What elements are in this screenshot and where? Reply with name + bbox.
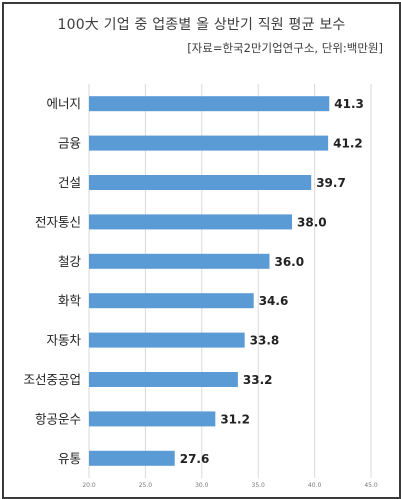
bar (89, 214, 293, 230)
category-label: 화학 (58, 293, 82, 308)
x-tick-label: 30.0 (195, 482, 209, 489)
category-label: 건설 (58, 175, 81, 190)
value-label: 39.7 (316, 176, 346, 190)
category-label: 전자통신 (35, 214, 81, 229)
value-label: 38.0 (297, 215, 327, 229)
category-label: 조선중공업 (23, 372, 81, 387)
value-label: 41.3 (334, 97, 364, 111)
value-label: 31.2 (220, 412, 250, 426)
bar (89, 253, 270, 269)
bar (89, 450, 175, 466)
chart-title: 100大 기업 중 업종별 올 상반기 직원 평균 보수 (57, 17, 346, 33)
x-tick-label: 20.0 (82, 482, 96, 489)
value-label: 41.2 (333, 137, 363, 151)
bar-layer (89, 96, 330, 466)
category-label: 자동차 (46, 333, 81, 348)
bar (89, 411, 216, 427)
bar (89, 372, 238, 387)
category-label: 에너지 (46, 96, 81, 111)
bar (89, 332, 245, 348)
value-label: 33.8 (250, 334, 280, 348)
bar (89, 293, 254, 309)
value-label: 33.2 (243, 373, 273, 387)
x-tick-label: 45.0 (364, 482, 378, 489)
bar (89, 135, 329, 151)
x-tick-label: 25.0 (139, 482, 153, 489)
category-label: 철강 (58, 254, 82, 269)
category-label: 유통 (58, 451, 81, 466)
chart-subtitle: [자료=한국2만기업연구소, 단위:백만원] (187, 41, 383, 55)
x-tick-label: 35.0 (252, 482, 266, 489)
category-label: 금융 (58, 136, 81, 151)
value-label: 36.0 (274, 255, 304, 269)
value-label: 27.6 (180, 452, 210, 466)
value-label: 34.6 (259, 294, 289, 308)
bar (89, 175, 312, 190)
bar (89, 96, 330, 112)
label-layer: 20.0 25.0 30.0 35.0 40.0 45.0 에너지 41.3 금융 41.2 건설 3… (23, 96, 377, 489)
category-label: 항공운수 (35, 411, 81, 426)
x-tick-label: 40.0 (308, 482, 322, 489)
